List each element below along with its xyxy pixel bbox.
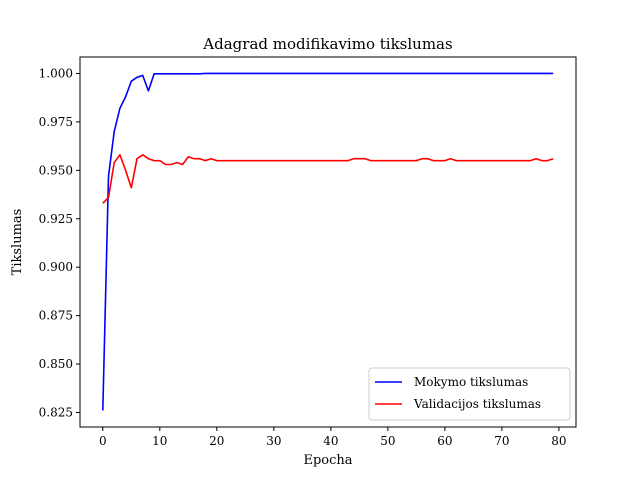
y-tick-label: 0.950 (39, 163, 73, 177)
series-line-1 (102, 72, 554, 411)
y-tick-label: 0.900 (39, 260, 73, 274)
y-tick-label: 0.875 (39, 309, 73, 323)
y-tick-label: 0.850 (39, 357, 73, 371)
y-tick-label: 0.925 (39, 212, 73, 226)
chart-title: Adagrad modifikavimo tikslumas (202, 35, 452, 53)
legend-label: Mokymo tikslumas (414, 375, 528, 389)
x-axis-label: Epocha (303, 453, 352, 468)
x-tick-label: 60 (437, 434, 452, 448)
y-tick-label: 1.000 (39, 66, 73, 80)
y-axis: 0.825 0.850 0.875 0.900 0.925 0.950 0.975 1.000 (39, 66, 80, 419)
plot-frame (79, 56, 577, 428)
y-axis-label: Tikslumas (10, 209, 25, 276)
x-tick-label: 0 (99, 434, 107, 448)
x-tick-label: 20 (209, 434, 224, 448)
series-line-2 (102, 154, 554, 204)
legend: Mokymo tikslumas Validacijos tikslumas (368, 367, 571, 421)
x-tick-label: 10 (152, 434, 167, 448)
legend-label: Validacijos tikslumas (413, 397, 541, 411)
x-tick-label: 40 (323, 434, 338, 448)
x-tick-label: 80 (551, 434, 566, 448)
x-tick-label: 30 (266, 434, 281, 448)
x-tick-label: 50 (380, 434, 395, 448)
y-tick-label: 0.825 (39, 405, 73, 419)
x-axis: 0 10 20 30 40 50 60 70 80 (99, 427, 567, 448)
x-tick-label: 70 (494, 434, 509, 448)
legend-box (368, 367, 571, 421)
y-tick-label: 0.975 (39, 115, 73, 129)
plot-area (102, 72, 554, 411)
